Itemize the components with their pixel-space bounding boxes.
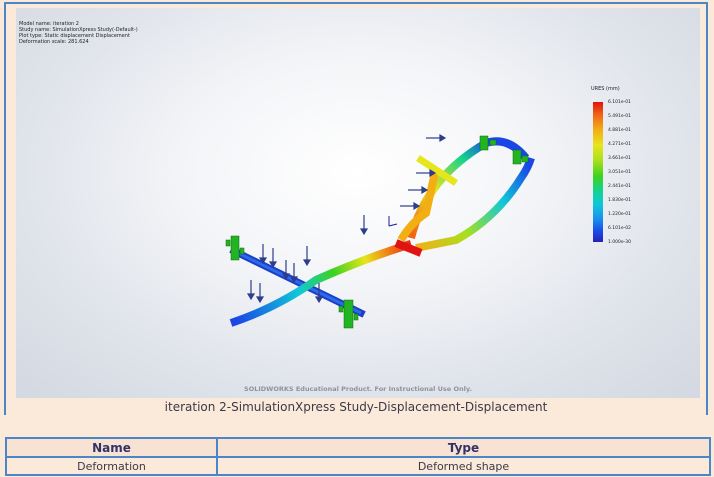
column-header-name: Name [5,437,218,458]
frame-model-render [225,133,535,329]
fixture-markers [225,135,529,329]
frame-members [229,137,535,327]
coordinate-triad [388,216,398,227]
table-row: Deformation Deformed shape [5,456,711,476]
load-arrows [246,133,447,304]
displacement-legend: URES (mm) 6.101e-01 5.491e-01 4.881e-01 … [591,86,651,256]
legend-tick: 1.220e-01 [608,212,632,217]
cell-name: Deformation [5,456,218,476]
plot-caption: iteration 2-SimulationXpress Study-Displ… [6,400,706,415]
legend-tick: 3.661e-01 [608,156,632,161]
legend-tick: 1.830e-01 [608,198,632,203]
table-header-row: Name Type [5,437,711,458]
legend-tick: 1.000e-30 [608,240,632,245]
legend-tick: 5.491e-01 [608,114,632,119]
legend-tick: 6.101e-02 [608,226,632,231]
model-name-label: Model name: iteration 2 [19,21,79,27]
legend-colorbar [593,102,603,242]
legend-tick: 2.441e-01 [608,184,632,189]
legend-tick: 3.051e-01 [608,170,632,175]
cell-type: Deformed shape [216,456,711,476]
simulation-viewport[interactable]: Model name: iteration 2 Study name: Simu… [16,8,700,398]
legend-tick: 4.881e-01 [608,128,632,133]
deformation-scale-label: Deformation scale: 281.624 [19,39,89,45]
plot-frame: Model name: iteration 2 Study name: Simu… [4,2,708,415]
plot-info: Model name: iteration 2 Study name: Simu… [19,21,138,45]
legend-title: URES (mm) [591,86,620,92]
results-table: Name Type Deformation Deformed shape [5,437,711,476]
column-header-type: Type [216,437,711,458]
plot-type-label: Plot type: Static displacement Displacem… [19,33,131,39]
educational-watermark: SOLIDWORKS Educational Product. For Inst… [244,385,472,393]
legend-tick: 4.271e-01 [608,142,632,147]
study-name-label: Study name: SimulationXpress Study(-Defa… [19,27,138,33]
legend-tick: 6.101e-01 [608,100,632,105]
